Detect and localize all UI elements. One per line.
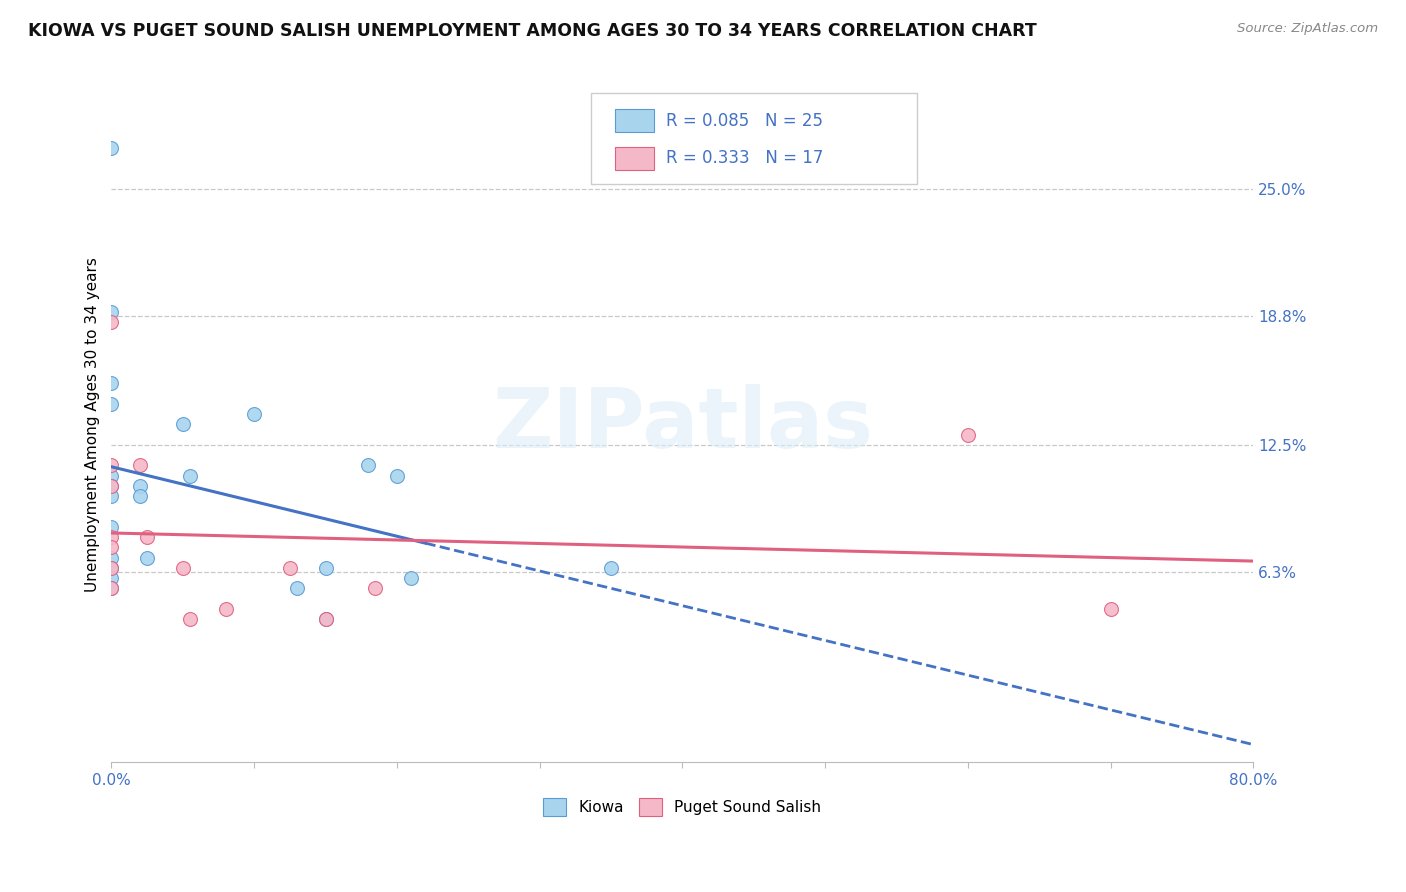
FancyBboxPatch shape: [614, 110, 654, 132]
Point: [214, 601, 236, 615]
Point: [129, 489, 152, 503]
Point: [100, 479, 122, 493]
Point: [100, 304, 122, 318]
Point: [179, 468, 201, 483]
Point: [100, 582, 122, 596]
Point: [100, 571, 122, 585]
Point: [100, 541, 122, 555]
Point: [100, 582, 122, 596]
FancyBboxPatch shape: [591, 93, 917, 185]
Point: [956, 427, 979, 442]
Point: [285, 582, 308, 596]
Point: [136, 530, 159, 544]
Y-axis label: Unemployment Among Ages 30 to 34 years: Unemployment Among Ages 30 to 34 years: [86, 257, 100, 591]
Point: [399, 571, 422, 585]
Point: [100, 489, 122, 503]
Legend: Kiowa, Puget Sound Salish: Kiowa, Puget Sound Salish: [537, 791, 828, 822]
Point: [179, 612, 201, 626]
Point: [100, 376, 122, 391]
Point: [1099, 601, 1122, 615]
Point: [129, 458, 152, 473]
Point: [100, 520, 122, 534]
Point: [100, 561, 122, 575]
Point: [100, 141, 122, 155]
Text: ZIPatlas: ZIPatlas: [492, 384, 873, 465]
Point: [278, 561, 301, 575]
Point: [385, 468, 408, 483]
Point: [364, 582, 387, 596]
Point: [100, 479, 122, 493]
Point: [136, 550, 159, 565]
Point: [315, 561, 337, 575]
Point: [172, 561, 194, 575]
Point: [129, 479, 152, 493]
Point: [100, 468, 122, 483]
Point: [357, 458, 380, 473]
Point: [600, 561, 623, 575]
Point: [100, 530, 122, 544]
Point: [100, 550, 122, 565]
Text: KIOWA VS PUGET SOUND SALISH UNEMPLOYMENT AMONG AGES 30 TO 34 YEARS CORRELATION C: KIOWA VS PUGET SOUND SALISH UNEMPLOYMENT…: [28, 22, 1036, 40]
Text: R = 0.333   N = 17: R = 0.333 N = 17: [666, 149, 824, 167]
Point: [100, 315, 122, 329]
FancyBboxPatch shape: [614, 146, 654, 169]
Point: [100, 397, 122, 411]
Text: Source: ZipAtlas.com: Source: ZipAtlas.com: [1237, 22, 1378, 36]
Point: [315, 612, 337, 626]
Point: [315, 612, 337, 626]
Point: [100, 458, 122, 473]
Text: R = 0.085   N = 25: R = 0.085 N = 25: [666, 112, 824, 130]
Point: [243, 407, 266, 421]
Point: [100, 561, 122, 575]
Point: [172, 417, 194, 432]
